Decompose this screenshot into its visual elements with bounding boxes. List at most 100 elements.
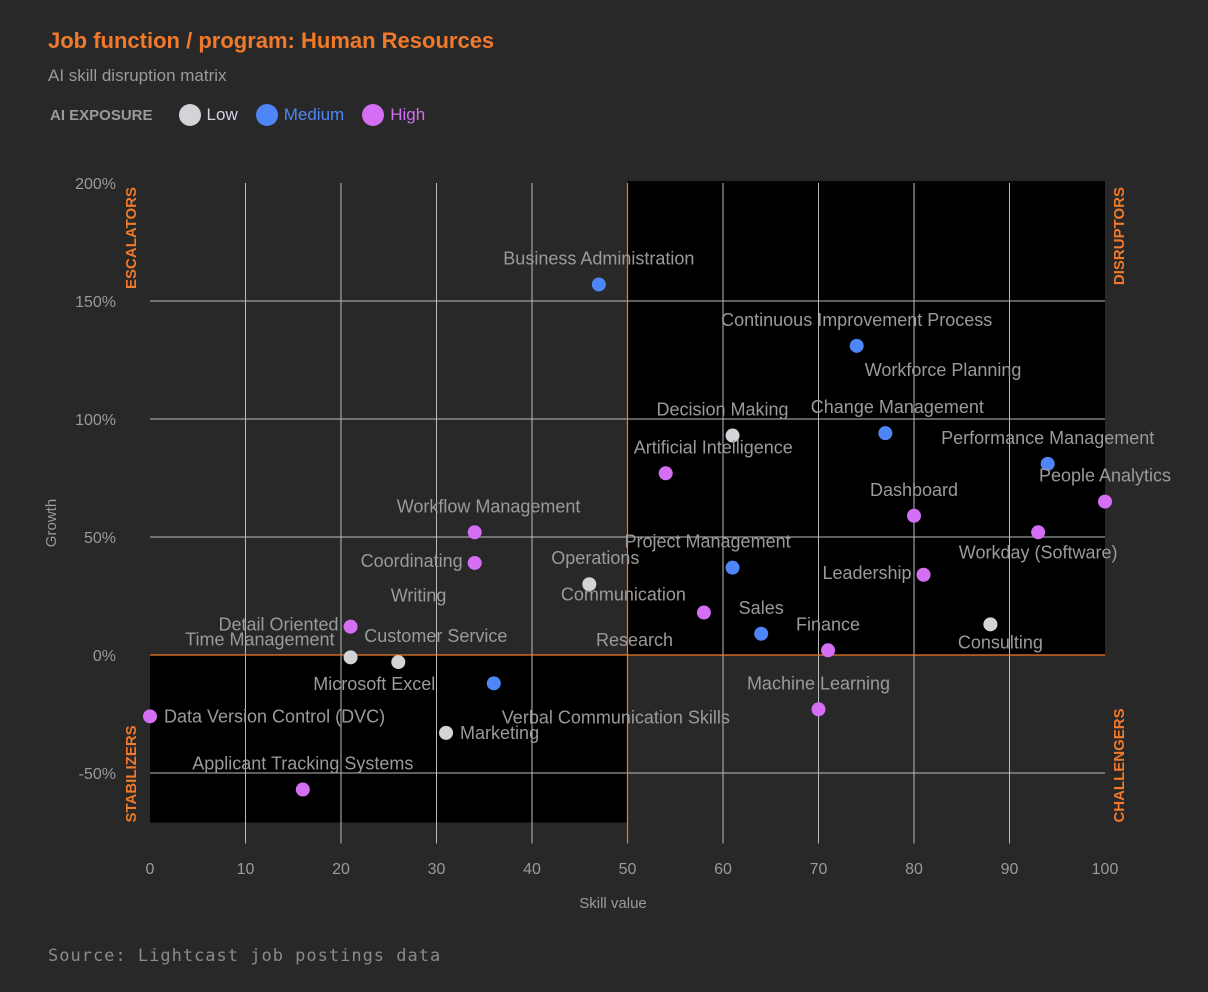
x-tick-label: 50 xyxy=(619,861,637,878)
point-label: Sales xyxy=(739,598,784,618)
data-point xyxy=(143,709,157,724)
data-point xyxy=(907,508,921,523)
point-labels: Business Administration Continuous Improv… xyxy=(164,248,1171,773)
data-point xyxy=(725,428,740,443)
legend-label-medium: Medium xyxy=(283,105,345,124)
data-point xyxy=(754,626,769,641)
x-tick-label: 60 xyxy=(714,861,732,878)
point-label: Writing xyxy=(391,585,447,605)
data-point xyxy=(391,655,406,670)
data-point xyxy=(591,277,606,292)
y-tick-label: 200% xyxy=(75,176,116,193)
point-label: Project Management xyxy=(625,532,791,552)
chart-title: Job function / program: Human Resources xyxy=(48,28,495,53)
point-label: Detail Oriented xyxy=(218,615,338,635)
point-label: Continuous Improvement Process xyxy=(721,310,992,330)
point-label: Performance Management xyxy=(941,428,1154,448)
y-tick-label: -50% xyxy=(79,766,116,783)
data-point xyxy=(821,643,836,658)
point-label: Workflow Management xyxy=(397,496,581,516)
point-label: Marketing xyxy=(460,723,539,743)
quadrant-labels: ESCALATORS DISRUPTORS STABILIZERS CHALLENGE… xyxy=(123,187,1128,823)
data-point xyxy=(343,619,358,634)
data-point xyxy=(725,560,740,575)
legend-item-high[interactable]: High xyxy=(362,104,425,126)
data-points xyxy=(143,277,1112,797)
source-note: Source: Lightcast job postings data xyxy=(48,946,442,966)
point-label: People Analytics xyxy=(1039,466,1171,486)
y-axis-label: Growth xyxy=(43,499,60,547)
x-tick-label: 40 xyxy=(523,861,541,878)
quadrant-label-disruptors: DISRUPTORS xyxy=(1111,187,1128,285)
x-tick-label: 70 xyxy=(810,861,828,878)
data-point xyxy=(439,725,454,740)
point-label: Finance xyxy=(796,614,860,634)
data-point xyxy=(849,338,864,353)
x-tick-label: 0 xyxy=(146,861,155,878)
x-tick-label: 80 xyxy=(905,861,923,878)
axis-ticks: 0 10 20 30 40 50 60 70 80 90 100 -50% 0% 50% 100% 150% 2… xyxy=(75,176,1118,878)
point-label: Microsoft Excel xyxy=(313,674,435,694)
legend-dot-high-icon xyxy=(362,104,385,126)
point-label: Change Management xyxy=(811,397,984,417)
data-point xyxy=(878,426,893,441)
point-label: Research xyxy=(596,630,673,650)
data-point xyxy=(696,605,711,620)
quadrant-dividers xyxy=(150,183,1105,844)
x-tick-label: 20 xyxy=(332,861,350,878)
quadrant-stabilizers-bg xyxy=(150,655,628,823)
point-label: Applicant Tracking Systems xyxy=(192,754,413,774)
data-point xyxy=(467,555,482,570)
quadrant-label-challengers: CHALLENGERS xyxy=(1111,708,1128,822)
point-label: Consulting xyxy=(958,632,1043,652)
quadrant-disruptors-bg xyxy=(627,181,1105,655)
point-label: Data Version Control (DVC) xyxy=(164,706,385,726)
x-tick-label: 90 xyxy=(1001,861,1019,878)
legend-dot-medium-icon xyxy=(255,104,278,126)
legend-title: AI EXPOSURE xyxy=(50,106,153,124)
legend: AI EXPOSURE Low Medium High xyxy=(50,104,443,126)
data-point xyxy=(983,617,998,632)
data-point xyxy=(1031,525,1046,540)
point-label: Time Management xyxy=(185,629,334,649)
chart-subtitle: AI skill disruption matrix xyxy=(48,66,227,85)
data-point xyxy=(467,525,482,540)
y-tick-label: 150% xyxy=(75,294,116,311)
x-tick-label: 10 xyxy=(237,861,255,878)
quadrant-label-stabilizers: STABILIZERS xyxy=(123,725,140,822)
quadrant-label-escalators: ESCALATORS xyxy=(123,187,140,289)
point-label: Decision Making xyxy=(657,400,789,420)
x-axis-label: Skill value xyxy=(579,895,647,912)
legend-label-high: High xyxy=(390,105,426,124)
x-tick-label: 30 xyxy=(428,861,446,878)
legend-item-low[interactable]: Low xyxy=(178,104,238,126)
point-label: Workday (Software) xyxy=(959,542,1118,562)
quadrant-backgrounds xyxy=(150,181,1105,823)
data-point xyxy=(916,567,931,582)
point-label: Coordinating xyxy=(361,551,463,571)
data-point xyxy=(811,702,826,717)
legend-item-medium[interactable]: Medium xyxy=(255,104,345,126)
point-label: Operations xyxy=(551,548,639,568)
y-tick-label: 100% xyxy=(75,412,116,429)
data-point xyxy=(295,782,310,797)
data-point xyxy=(658,466,673,481)
legend-label-low: Low xyxy=(206,105,238,124)
point-label: Verbal Communication Skills xyxy=(502,707,730,727)
point-label: Business Administration xyxy=(503,248,694,268)
y-tick-label: 50% xyxy=(84,530,116,547)
data-point xyxy=(343,650,358,665)
point-label: Workforce Planning xyxy=(865,360,1022,380)
legend-dot-low-icon xyxy=(178,104,201,126)
x-tick-label: 100 xyxy=(1092,861,1119,878)
y-tick-label: 0% xyxy=(93,648,116,665)
point-label: Dashboard xyxy=(870,480,958,500)
data-point xyxy=(582,577,597,592)
point-label: Leadership xyxy=(822,563,911,583)
data-point xyxy=(1098,494,1112,509)
point-label: Communication xyxy=(561,585,686,605)
point-label: Customer Service xyxy=(364,626,507,646)
point-label: Machine Learning xyxy=(747,673,890,693)
data-point xyxy=(486,676,501,691)
